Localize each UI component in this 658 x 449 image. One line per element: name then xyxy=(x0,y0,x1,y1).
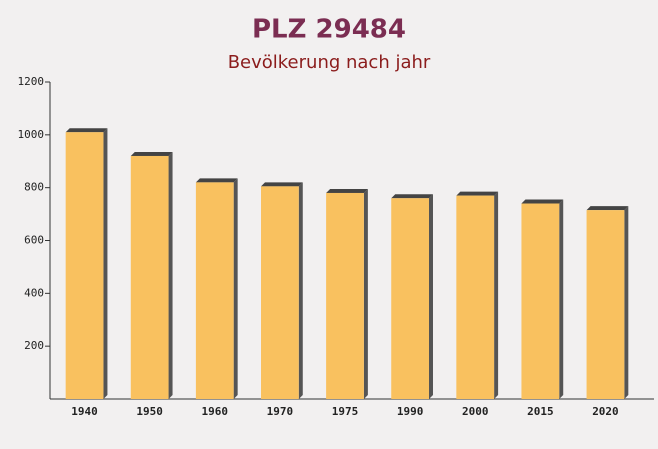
x-tick-label: 1970 xyxy=(267,405,294,418)
y-tick-label: 800 xyxy=(24,181,44,194)
bar xyxy=(130,155,169,399)
x-tick-label: 1960 xyxy=(202,405,229,418)
bar-shadow xyxy=(261,182,303,187)
bar-shadow xyxy=(494,191,499,399)
bar-shadow xyxy=(65,128,108,133)
y-tick-label: 1000 xyxy=(18,128,45,141)
bar-shadow xyxy=(391,194,433,199)
y-tick-label: 200 xyxy=(24,339,44,352)
x-tick-label: 2020 xyxy=(592,405,619,418)
bar xyxy=(261,186,299,399)
bar-shadow xyxy=(586,206,629,211)
bar-shadow xyxy=(363,188,368,399)
bar-shadow xyxy=(624,206,629,399)
bar-shadow xyxy=(168,151,173,399)
x-tick-label: 2000 xyxy=(462,405,489,418)
bar-shadow xyxy=(521,199,564,204)
bar-shadow xyxy=(326,188,368,193)
bar-shadow xyxy=(233,178,238,399)
bar xyxy=(326,192,364,399)
bar-shadow xyxy=(456,191,499,196)
y-tick-label: 600 xyxy=(24,234,44,247)
bar xyxy=(65,132,104,400)
x-tick-label: 1950 xyxy=(136,405,163,418)
bar xyxy=(521,203,560,399)
x-tick-label: 1975 xyxy=(332,405,359,418)
bar xyxy=(586,210,625,399)
x-tick-label: 1990 xyxy=(397,405,424,418)
bar xyxy=(391,198,429,399)
chart-title: PLZ 29484 xyxy=(252,15,406,45)
bar xyxy=(456,195,495,399)
y-tick-label: 400 xyxy=(24,286,44,299)
bar-shadow xyxy=(428,194,433,399)
bar xyxy=(195,182,234,399)
chart-subtitle: Bevölkerung nach jahr xyxy=(228,52,431,73)
x-tick-label: 2015 xyxy=(527,405,554,418)
bar-shadow xyxy=(559,199,564,399)
bar-shadow xyxy=(130,151,173,156)
bar-shadow xyxy=(103,128,108,400)
y-tick-label: 1200 xyxy=(18,75,45,88)
bar-shadow xyxy=(298,182,303,399)
x-tick-label: 1940 xyxy=(71,405,98,418)
bar-shadow xyxy=(195,178,238,183)
